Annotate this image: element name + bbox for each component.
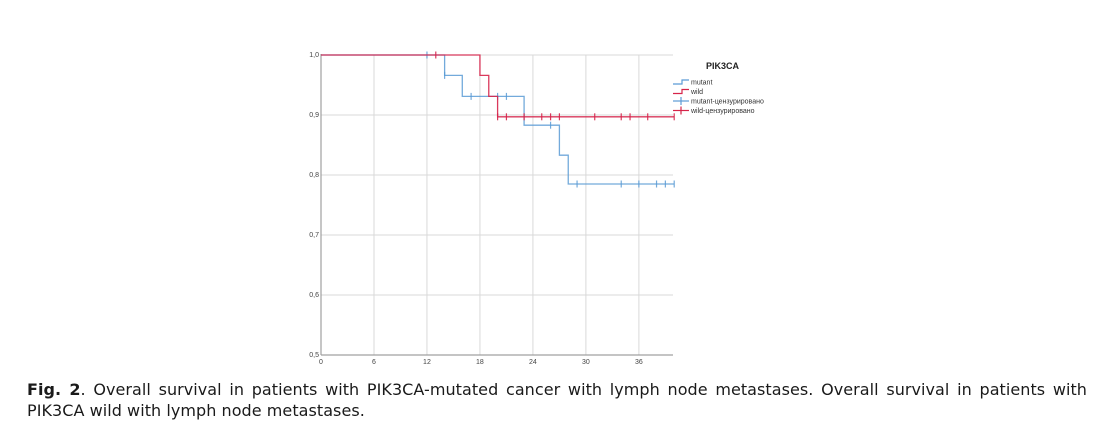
x-tick-label: 24 [529,359,537,366]
y-tick-label: 0,9 [309,112,319,119]
legend-entry-wild: wild [673,88,703,96]
legend: PIK3CA mutant wild mutant-цензурировано wil… [673,61,764,115]
legend-entry-wild-цензурировано: wild-цензурировано [673,106,755,115]
x-tick-label: 36 [635,359,643,366]
legend-label: wild [690,89,703,96]
x-tick-label: 0 [319,359,323,366]
y-tick-label: 1,0 [309,52,319,59]
x-tick-label: 6 [372,359,376,366]
legend-label: mutant [691,80,712,87]
x-tick-label: 12 [423,359,431,366]
x-tick-label: 18 [476,359,484,366]
legend-swatch-line [673,88,689,95]
y-tick-label: 0,8 [309,172,319,179]
axes: 0 6 12 18 24 30 36 0,5 0,6 0,7 0,8 0,9 1,0 [309,52,673,366]
legend-title: PIK3CA [706,61,740,71]
x-tick-label: 30 [582,359,590,366]
caption-text: . Overall survival in patients with PIK3… [27,380,1087,420]
legend-entry-mutant-цензурировано: mutant-цензурировано [673,97,764,106]
figure-caption: Fig. 2. Overall survival in patients wit… [27,379,1087,421]
km-chart: 0 6 12 18 24 30 36 0,5 0,6 0,7 0,8 0,9 1,0 PIK3CA mu… [309,51,764,366]
legend-swatch-line [673,79,689,85]
legend-entry-mutant: mutant [673,79,712,87]
y-tick-label: 0,6 [309,292,319,299]
figure-label: Fig. 2 [27,380,81,399]
y-tick-label: 0,5 [309,352,319,359]
legend-label: wild-цензурировано [690,108,755,115]
y-tick-label: 0,7 [309,232,319,239]
legend-label: mutant-цензурировано [691,99,764,106]
series-layer [321,51,675,188]
